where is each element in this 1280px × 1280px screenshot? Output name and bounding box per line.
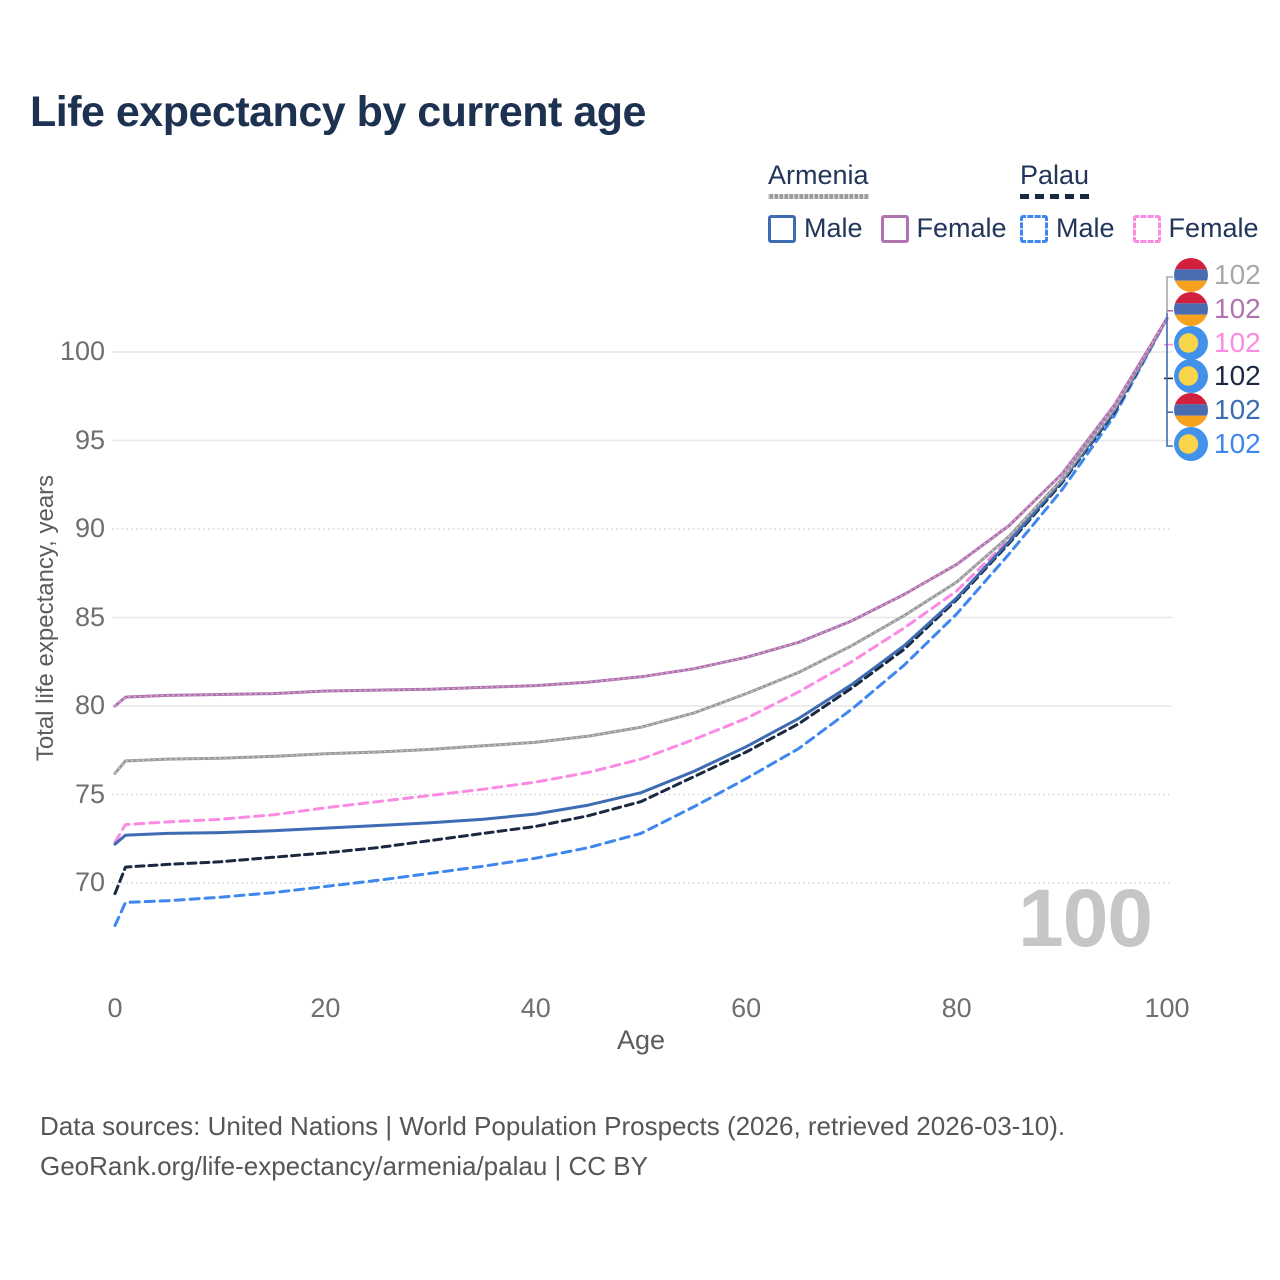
- series-line-armenia-female-texture: [114, 318, 1168, 707]
- source-line-1: Data sources: United Nations | World Pop…: [40, 1111, 1066, 1141]
- page-title: Life expectancy by current age: [30, 88, 646, 136]
- legend-country-label: Palau: [1020, 160, 1090, 190]
- end-label-palau-all: 102: [1174, 359, 1261, 394]
- armenia-flag-icon: [1174, 258, 1208, 292]
- end-label-armenia-male: 102: [1174, 393, 1261, 428]
- end-label-value: 102: [1214, 326, 1261, 358]
- legend-swatch: [1020, 214, 1048, 243]
- y-tick-90: 90: [74, 513, 105, 543]
- x-tick-100: 100: [1144, 993, 1190, 1023]
- legend-group-armenia: Armenia Male Female: [768, 160, 1007, 244]
- series-line-palau-male[interactable]: [113, 316, 1169, 927]
- y-tick-85: 85: [74, 601, 105, 632]
- x-tick-60: 60: [731, 993, 762, 1023]
- legend-item-armenia-male[interactable]: Male: [768, 213, 863, 244]
- source-line-2: GeoRank.org/life-expectancy/armenia/pala…: [40, 1151, 648, 1181]
- legend-country-palau[interactable]: Palau: [1020, 160, 1090, 204]
- end-label-value: 102: [1214, 292, 1261, 324]
- source-note: Data sources: United Nations | World Pop…: [40, 1106, 1065, 1186]
- palau-flag-icon: [1174, 427, 1208, 461]
- y-tick-70: 70: [74, 867, 105, 897]
- x-tick-40: 40: [520, 993, 551, 1023]
- x-tick-20: 20: [310, 993, 341, 1023]
- legend: Armenia Male Female Palau Male Female: [768, 160, 1259, 250]
- x-axis-title: Age: [616, 1025, 666, 1055]
- palau-flag-icon: [1174, 325, 1208, 360]
- end-label-leader: [1166, 276, 1173, 313]
- end-label-palau-male: 102: [1174, 427, 1261, 461]
- end-label-palau-female: 102: [1174, 325, 1261, 360]
- series-line-armenia-all[interactable]: [113, 316, 1169, 775]
- end-label-value: 102: [1214, 428, 1261, 459]
- age-counter-watermark: 100: [1018, 873, 1153, 964]
- legend-country-label: Armenia: [768, 160, 869, 190]
- series-line-palau-all[interactable]: [113, 316, 1169, 896]
- armenia-flag-icon: [1174, 393, 1208, 428]
- y-tick-80: 80: [74, 690, 105, 720]
- legend-swatch: [1132, 214, 1161, 243]
- y-tick-75: 75: [74, 778, 105, 809]
- legend-item-label: Female: [1168, 213, 1259, 243]
- palau-flag-icon: [1174, 359, 1208, 394]
- legend-country-line-sample: [1020, 194, 1090, 199]
- end-label-armenia-female: 102: [1174, 291, 1261, 326]
- x-tick-0: 0: [107, 993, 123, 1023]
- end-label-armenia-all: 102: [1174, 258, 1261, 292]
- legend-item-label: Female: [916, 213, 1007, 243]
- legend-item-label: Male: [804, 213, 863, 243]
- end-label-leader: [1166, 313, 1173, 447]
- series-line-armenia-all-texture: [114, 318, 1168, 774]
- end-label-value: 102: [1214, 394, 1261, 426]
- armenia-flag-icon: [1174, 291, 1208, 326]
- y-tick-95: 95: [74, 424, 105, 455]
- legend-item-label: Male: [1056, 213, 1115, 243]
- legend-swatch: [880, 214, 909, 243]
- legend-item-palau-female[interactable]: Female: [1132, 213, 1259, 244]
- end-label-value: 102: [1214, 259, 1261, 290]
- legend-item-armenia-female[interactable]: Female: [880, 213, 1007, 244]
- legend-item-palau-male[interactable]: Male: [1020, 213, 1115, 244]
- y-tick-100: 100: [59, 336, 105, 366]
- series-line-armenia-male[interactable]: [113, 316, 1169, 846]
- series-line-armenia-female[interactable]: [113, 316, 1169, 708]
- end-label-value: 102: [1214, 360, 1261, 392]
- legend-country-line-sample: [768, 194, 869, 199]
- legend-group-palau: Palau Male Female: [1020, 160, 1259, 244]
- legend-swatch: [768, 214, 796, 243]
- series-line-palau-female[interactable]: [113, 316, 1169, 844]
- x-tick-80: 80: [941, 993, 972, 1023]
- legend-country-armenia[interactable]: Armenia: [768, 160, 869, 204]
